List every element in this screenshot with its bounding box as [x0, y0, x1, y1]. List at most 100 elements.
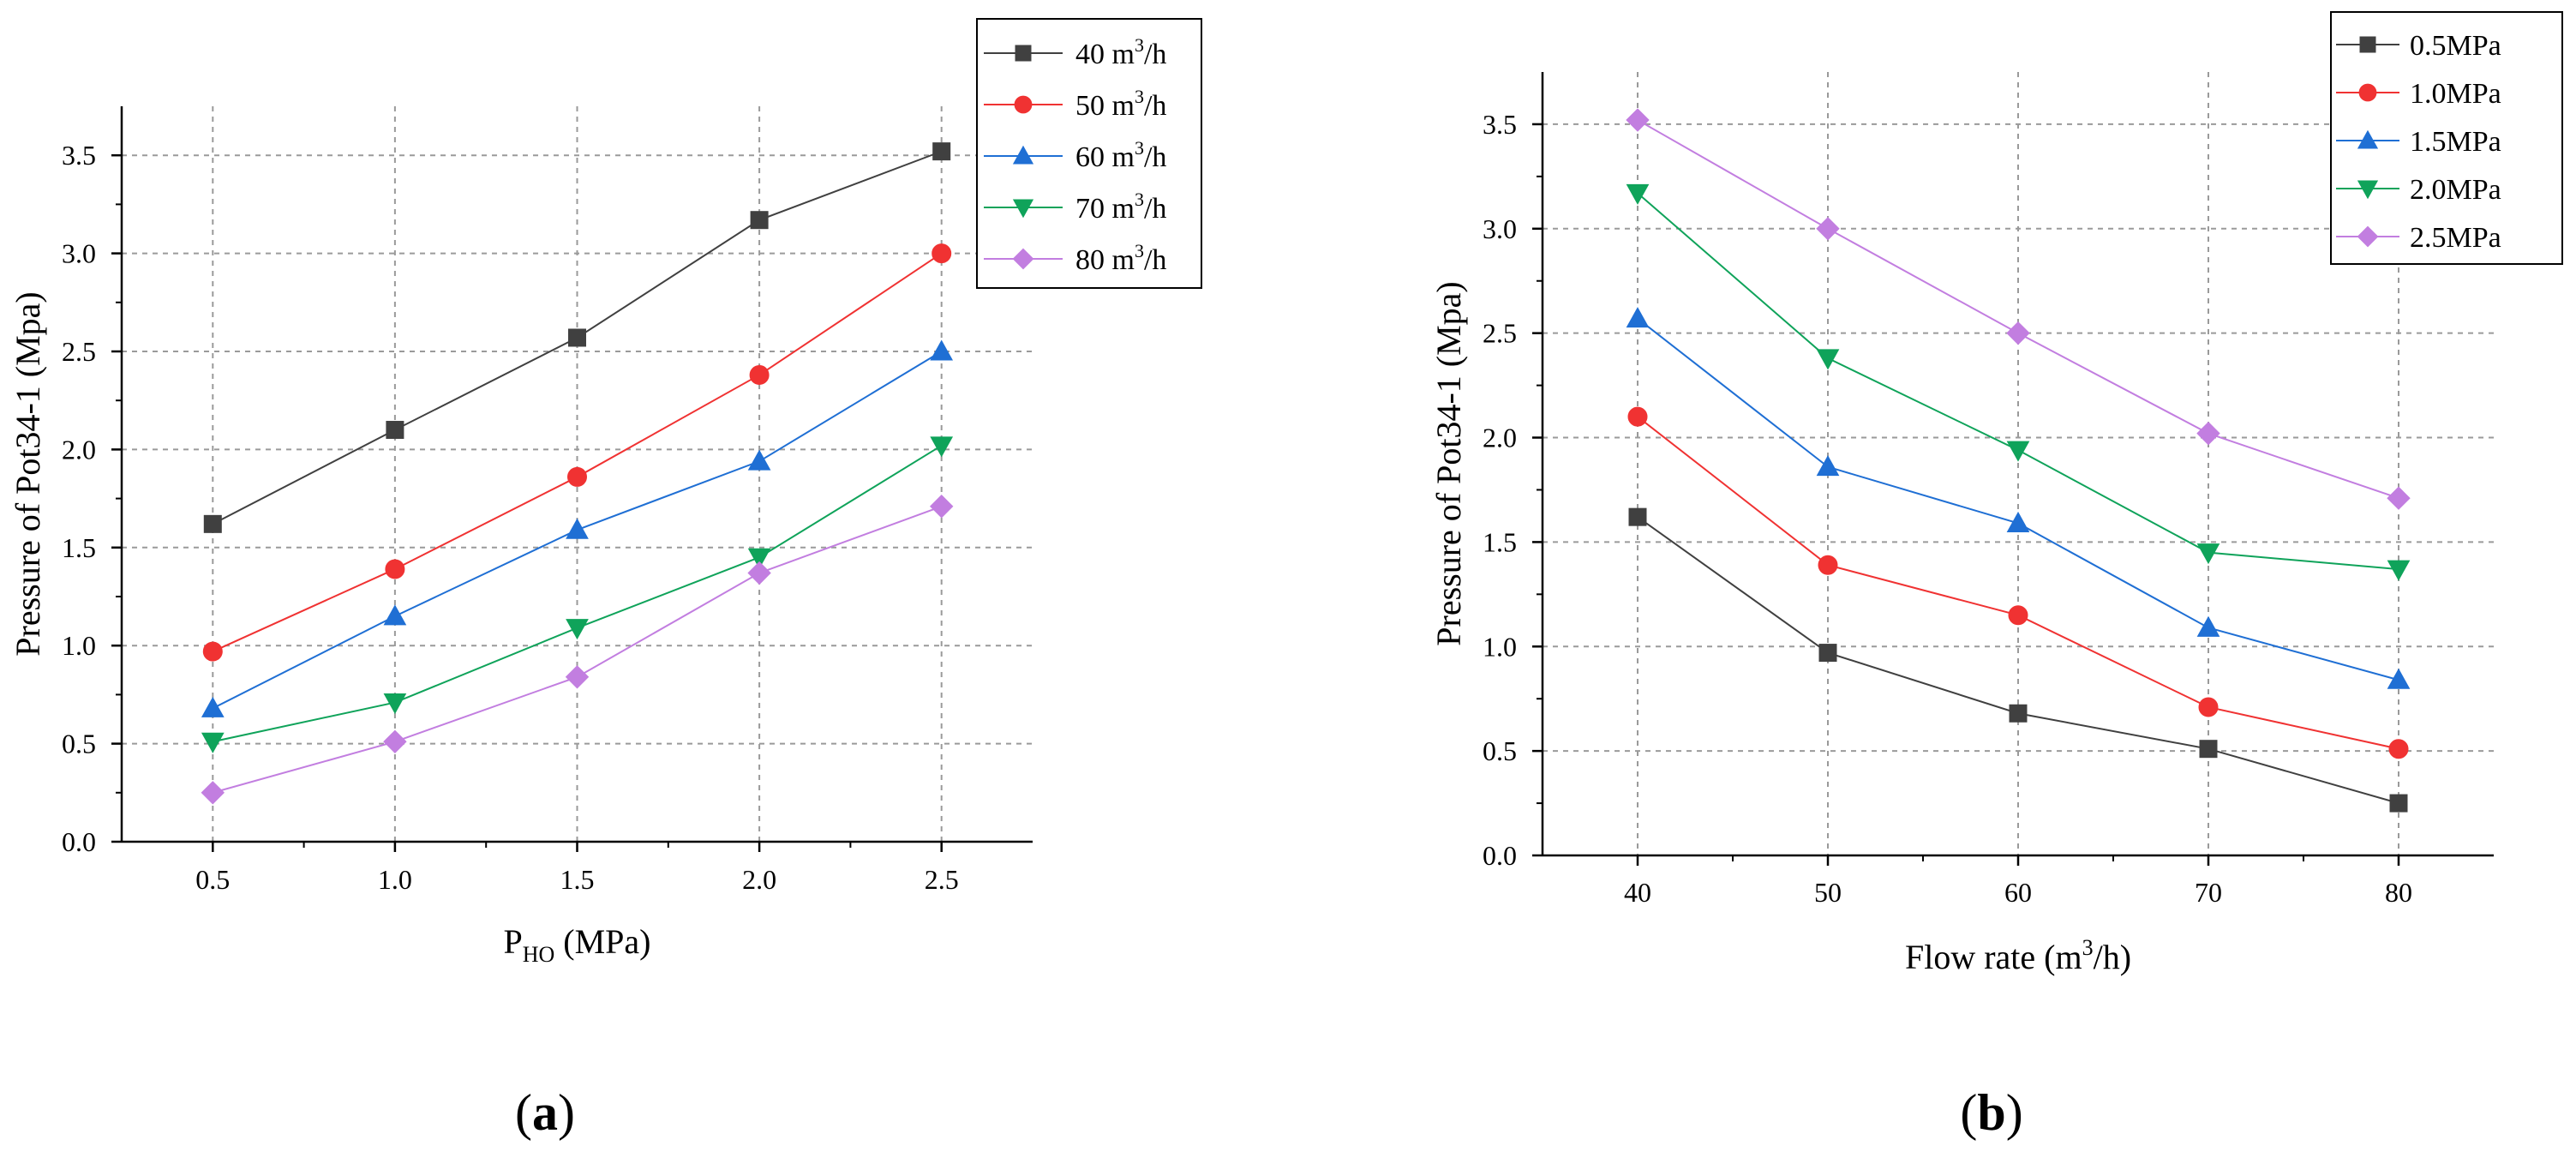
data-point — [567, 466, 587, 487]
data-point — [930, 339, 954, 361]
legend: 0.5MPa 1.0MPa 1.5MPa 2.0MPa 2.5MPa — [2330, 11, 2563, 265]
panel-b-chart: 0.0 0.5 1.0 1.5 2.0 2.5 3.0 3.5 40 50 60 70 80 Flow r… — [1429, 11, 2563, 1141]
data-point — [2009, 704, 2028, 723]
data-point — [2387, 668, 2411, 689]
data-point — [1626, 108, 1650, 132]
legend-marker — [2358, 83, 2377, 102]
panel-label: (a) — [515, 1084, 575, 1141]
series-0 — [203, 142, 951, 533]
data-point — [201, 696, 225, 717]
legend-entry: 1.5MPa — [2410, 126, 2501, 158]
data-point — [1818, 555, 1838, 575]
data-point — [2196, 615, 2220, 637]
data-point — [1626, 307, 1650, 328]
data-point — [929, 495, 954, 519]
y-tick-label: 2.0 — [62, 434, 96, 465]
y-tick-label: 1.0 — [62, 630, 96, 661]
data-point — [1816, 217, 1840, 241]
y-tick-label: 3.5 — [1483, 109, 1517, 140]
data-point — [566, 518, 589, 539]
data-point — [2388, 739, 2409, 759]
data-point — [750, 211, 769, 230]
data-point — [747, 449, 771, 471]
panel-label-open-paren: ( — [515, 1084, 532, 1141]
data-point — [1818, 644, 1837, 663]
data-point — [1816, 455, 1840, 477]
gridlines — [122, 106, 1033, 842]
legend-entry: 0.5MPa — [2410, 30, 2501, 62]
panel-label-letter: b — [1977, 1084, 2005, 1141]
data-point — [383, 604, 407, 626]
data-point — [2198, 697, 2219, 717]
legend-entry: 1.0MPa — [2410, 78, 2501, 110]
data-point — [747, 548, 771, 569]
legend-entry-name: 80 m — [1075, 244, 1135, 276]
y-tick-label: 3.5 — [62, 140, 96, 171]
series-2 — [201, 339, 954, 717]
data-point — [749, 364, 770, 385]
legend-entry-superscript: 3 — [1135, 137, 1144, 159]
x-tick-label: 50 — [1814, 877, 1842, 908]
series-1 — [202, 243, 952, 662]
series-2 — [1626, 307, 2411, 689]
y-tick-label: 3.0 — [1483, 213, 1517, 244]
x-axis-label-rest: /h) — [2094, 938, 2131, 976]
legend-entry-name: 2.0MPa — [2410, 174, 2501, 206]
x-tick-label: 1.0 — [378, 864, 412, 895]
panel-a-chart: 0.0 0.5 1.0 1.5 2.0 2.5 3.0 3.5 0.5 1.0 1.5 2.0 2.5 P… — [9, 18, 1202, 1141]
y-tick-label: 1.0 — [1483, 631, 1517, 662]
data-point — [932, 243, 952, 264]
legend-marker — [1012, 248, 1034, 270]
legend-entry-unit: /h — [1144, 244, 1166, 276]
legend: 40 m3/h50 m3/h60 m3/h70 m3/h80 m3/h — [976, 18, 1202, 289]
panel-label-close-paren: ) — [2006, 1084, 2023, 1141]
legend-entry-name: 70 m — [1075, 193, 1135, 225]
legend-entry: 40 m3/h — [1075, 34, 1166, 70]
x-tick-label: 40 — [1624, 877, 1651, 908]
series-1 — [1627, 406, 2409, 759]
data-point — [2008, 605, 2028, 626]
legend-marker — [1012, 199, 1034, 219]
data-point — [2387, 560, 2411, 581]
data-point — [383, 693, 407, 715]
data-point — [2387, 486, 2411, 510]
x-tick-label: 2.5 — [925, 864, 959, 895]
panel-label: (b) — [1960, 1084, 2022, 1141]
x-axis-label-superscript: 3 — [2082, 935, 2094, 960]
y-tick-label: 0.5 — [1483, 735, 1517, 766]
legend-entry-name: 1.0MPa — [2410, 78, 2501, 110]
legend-marker — [2359, 36, 2376, 53]
x-tick-label: 70 — [2195, 877, 2222, 908]
legend-entry-name: 50 m — [1075, 90, 1135, 122]
data-point — [2006, 441, 2030, 462]
data-point — [2196, 421, 2220, 446]
legend-entry-unit: /h — [1144, 193, 1166, 225]
data-point — [565, 665, 590, 689]
legend-entry: 50 m3/h — [1075, 86, 1166, 122]
data-point — [2006, 321, 2030, 345]
legend-entry: 2.5MPa — [2410, 222, 2501, 254]
data-point — [201, 732, 225, 753]
legend-entry: 80 m3/h — [1075, 240, 1166, 276]
legend-entry-superscript: 3 — [1135, 240, 1144, 261]
y-tick-label: 0.0 — [62, 826, 96, 857]
data-point — [201, 781, 225, 805]
legend-entry-unit: /h — [1144, 90, 1166, 122]
legend-entry: 2.0MPa — [2410, 174, 2501, 206]
y-tick-label: 2.5 — [62, 336, 96, 367]
legend-marker — [2357, 180, 2379, 200]
data-point — [1626, 183, 1650, 205]
legend-marker — [2357, 129, 2379, 149]
legend-entry-superscript: 3 — [1135, 34, 1144, 56]
x-tick-label: 0.5 — [195, 864, 230, 895]
y-tick-label: 0.0 — [1483, 840, 1517, 871]
legend-entry-name: 0.5MPa — [2410, 30, 2501, 62]
y-tick-label: 2.5 — [1483, 318, 1517, 349]
x-tick-label: 1.5 — [560, 864, 595, 895]
y-tick-label: 1.5 — [1483, 526, 1517, 557]
y-axis-label: Pressure of Pot34-1 (Mpa) — [9, 291, 47, 657]
series-3 — [1626, 183, 2411, 581]
legend-entry-name: 1.5MPa — [2410, 126, 2501, 158]
data-point — [2389, 794, 2408, 813]
